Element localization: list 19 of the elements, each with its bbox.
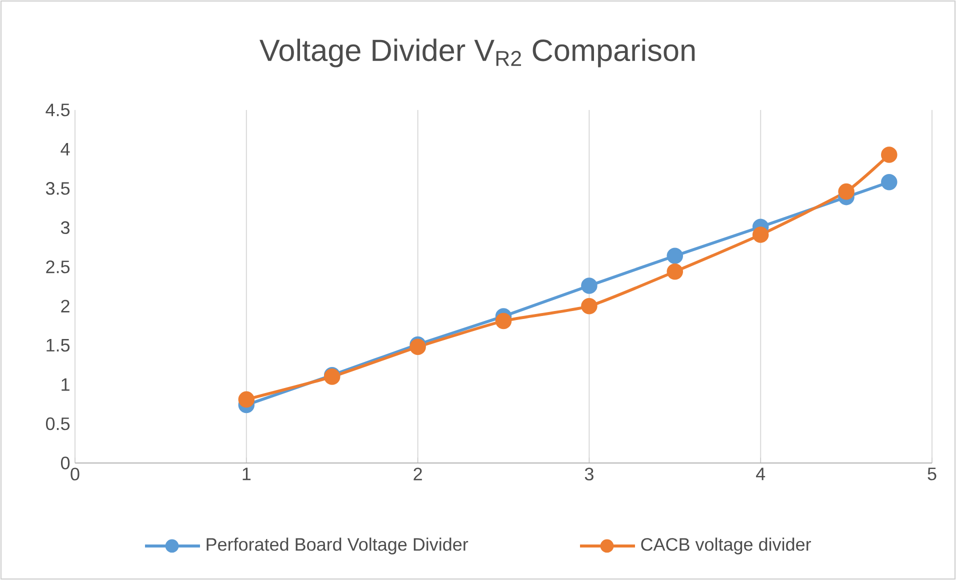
x-tick-label: 4: [756, 468, 766, 480]
y-tick-label: 2: [61, 300, 70, 312]
chart-title: Voltage Divider V$_{R2}$ Comparison: [260, 38, 695, 68]
x-tick-label: 1: [242, 468, 251, 480]
y-tick-label: 2.5: [46, 260, 70, 274]
y-tick-label: 3.5: [46, 182, 70, 195]
x-tick-label: 5: [928, 468, 936, 480]
y-tick-label: 0: [60, 456, 70, 470]
y-tick-label: 0.5: [46, 417, 70, 430]
y-tick-label: 4.5: [46, 104, 70, 116]
x-tick-label: 3: [584, 468, 594, 480]
y-tick-label: 3: [60, 221, 70, 234]
legend-label: CACB voltage divider: [641, 538, 811, 554]
y-tick-label: 1.5: [46, 339, 70, 352]
x-tick-label: 0: [70, 468, 80, 480]
y-tick-label: 4: [60, 143, 70, 156]
y-tick-label: 1: [62, 378, 70, 391]
legend-label: Perforated Board Voltage Divider: [206, 538, 468, 554]
x-tick-label: 2: [414, 468, 422, 480]
